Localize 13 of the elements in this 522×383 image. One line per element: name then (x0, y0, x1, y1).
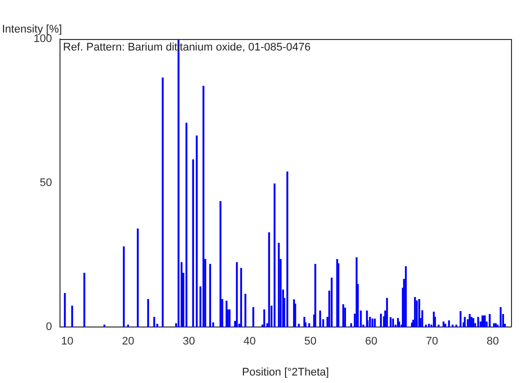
x-tick-label: 40 (244, 336, 256, 348)
x-tick-label: 60 (365, 336, 378, 348)
y-tick-label: 100 (34, 33, 52, 46)
x-tick-label: 30 (182, 336, 195, 348)
x-tick-label: 70 (426, 336, 438, 348)
y-tick-label: 50 (40, 177, 52, 190)
x-axis-title: Position [°2Theta] (242, 366, 329, 378)
x-tick-label: 20 (122, 336, 134, 348)
y-axis-title: Intensity [%] (2, 24, 62, 36)
x-tick-label: 80 (486, 336, 499, 348)
y-tick-label: 0 (46, 321, 52, 334)
x-tick-label: 50 (304, 336, 317, 348)
x-tick-label: 10 (61, 336, 74, 348)
